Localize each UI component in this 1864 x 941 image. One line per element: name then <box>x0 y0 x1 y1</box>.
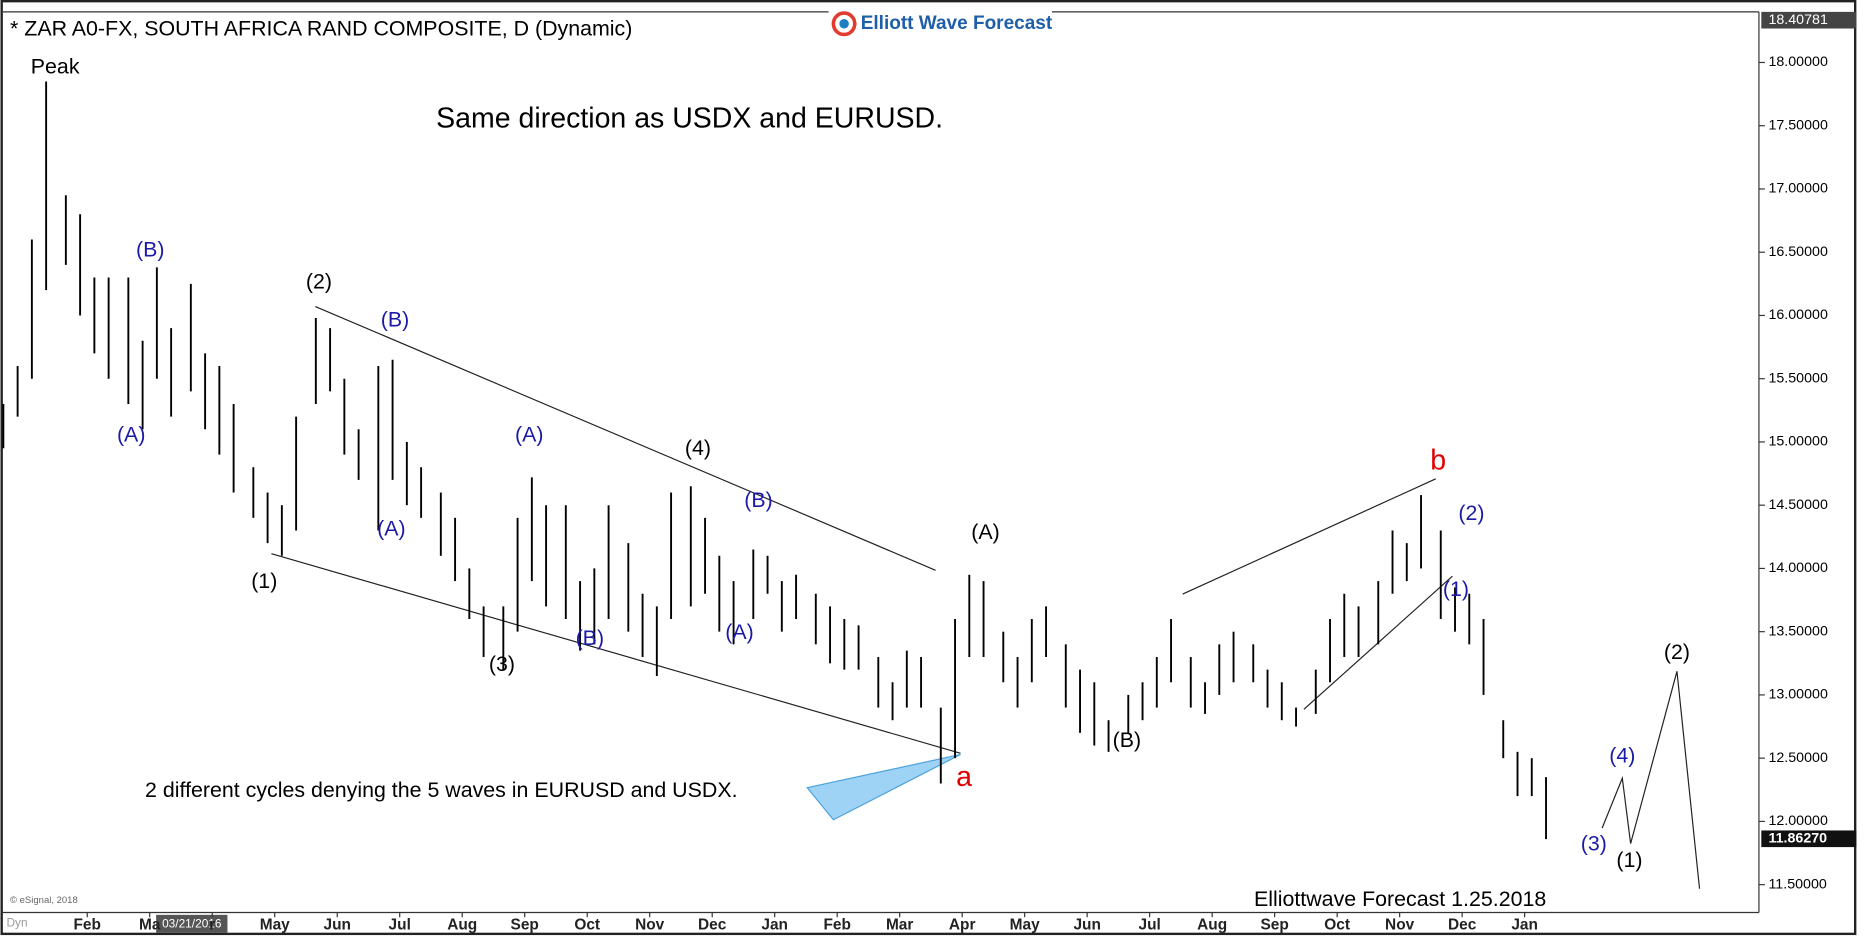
y-tick-label: 15.50000 <box>1768 370 1828 386</box>
annotation: 2 different cycles denying the 5 waves i… <box>145 778 737 802</box>
x-tick-label: r <box>209 917 215 934</box>
y-tick-label: 16.00000 <box>1768 307 1828 323</box>
x-tick-label: Nov <box>635 917 665 934</box>
y-tick-label: 15.00000 <box>1768 434 1828 450</box>
highlight-triangle <box>806 753 961 821</box>
y-tick-label: 17.50000 <box>1768 117 1828 133</box>
x-tick-label: Oct <box>574 917 600 934</box>
y-tick-label: 18.00000 <box>1768 54 1828 70</box>
x-tick-label: May <box>1010 917 1040 934</box>
x-tick-label: Jun <box>1073 917 1100 934</box>
annotation: b <box>1430 445 1446 477</box>
logo-icon <box>839 19 849 29</box>
y-tick-label: 13.00000 <box>1768 687 1828 703</box>
price-box <box>1761 11 1857 29</box>
x-tick-label: Jul <box>1139 917 1161 934</box>
footer: Elliottwave Forecast 1.25.2018 <box>1254 887 1546 911</box>
y-tick-label: 16.50000 <box>1768 244 1828 260</box>
x-tick-label: Sep <box>511 917 539 934</box>
x-tick-label: Aug <box>447 917 477 934</box>
annotation: (B) <box>744 488 773 512</box>
x-tick-label: Dec <box>1448 917 1477 934</box>
annotation: (4) <box>1609 743 1635 767</box>
y-tick-label: 14.50000 <box>1768 497 1828 513</box>
x-tick-label: Jan <box>761 917 788 934</box>
annotation: (2) <box>1458 501 1484 525</box>
annotation: (3) <box>489 652 515 676</box>
annotation: Same direction as USDX and EURUSD. <box>436 103 943 135</box>
logo-text: Elliott Wave Forecast <box>861 13 1053 34</box>
y-tick-label: 11.50000 <box>1768 876 1826 892</box>
annotation: Peak <box>31 54 80 78</box>
price-label: 18.40781 <box>1768 12 1828 28</box>
logo-icon <box>831 11 857 37</box>
x-tick-label: Sep <box>1261 917 1289 934</box>
annotation: (2) <box>1664 640 1690 664</box>
x-tick-label: Aug <box>1197 917 1227 934</box>
annotation: (1) <box>1616 848 1642 872</box>
cursor-date: 03/21/2016 <box>162 917 222 931</box>
x-tick-label: Ma <box>139 917 161 934</box>
trend-line <box>271 553 961 754</box>
y-tick-label: 14.00000 <box>1768 560 1828 576</box>
annotation: (B) <box>136 237 165 261</box>
x-tick-label: Jul <box>389 917 411 934</box>
chart-title: * ZAR A0-FX, SOUTH AFRICA RAND COMPOSITE… <box>10 16 632 40</box>
cursor-box <box>156 914 228 933</box>
annotation: (B) <box>381 307 409 331</box>
x-tick-label: Feb <box>823 917 850 934</box>
annotation: (1) <box>251 569 277 593</box>
annotation: a <box>956 761 972 793</box>
annotation: (B) <box>1113 728 1142 752</box>
y-tick-label: 17.00000 <box>1768 181 1828 197</box>
x-tick-label: Mar <box>886 917 913 934</box>
x-tick-label: Nov <box>1385 917 1415 934</box>
price-label: 11.86270 <box>1768 831 1827 847</box>
logo: Elliott Wave Forecast <box>828 8 1053 41</box>
trend-line <box>315 305 936 571</box>
projection-line <box>1601 671 1701 889</box>
corner-label: Dyn <box>6 915 27 929</box>
x-tick-label: Apr <box>949 917 976 934</box>
x-tick-label: Feb <box>74 917 101 934</box>
x-tick-label: May <box>260 917 290 934</box>
x-tick-label: Jan <box>1511 917 1538 934</box>
trend-line <box>1182 478 1437 595</box>
annotation: (2) <box>306 269 332 293</box>
annotation: (4) <box>685 436 711 460</box>
annotation: (A) <box>725 620 754 644</box>
x-tick-label: Dec <box>698 917 727 934</box>
annotation: (1) <box>1443 577 1469 601</box>
annotation: (3) <box>1581 831 1607 855</box>
y-tick-label: 13.50000 <box>1768 623 1828 639</box>
logo-box <box>828 8 1053 41</box>
price-box <box>1761 830 1857 848</box>
annotation: (A) <box>117 423 145 447</box>
annotation: (A) <box>515 423 544 447</box>
copyright: © eSignal, 2018 <box>10 895 78 906</box>
annotation: (B) <box>576 626 604 650</box>
trend-lines <box>271 305 1701 889</box>
annotation: (A) <box>971 520 1000 544</box>
annotation: (A) <box>377 517 405 541</box>
x-tick-label: Oct <box>1324 917 1350 934</box>
x-tick-label: Jun <box>323 917 350 934</box>
y-tick-label: 12.50000 <box>1768 750 1828 766</box>
y-tick-label: 12.00000 <box>1768 813 1828 829</box>
